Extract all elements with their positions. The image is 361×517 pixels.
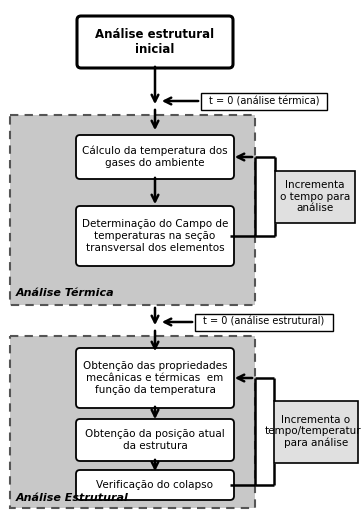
FancyBboxPatch shape [76,206,234,266]
Text: Incrementa o
tempo/temperatura
para análise: Incrementa o tempo/temperatura para anál… [265,415,361,448]
Text: Incrementa
o tempo para
análise: Incrementa o tempo para análise [280,180,350,213]
FancyBboxPatch shape [76,135,234,179]
Text: Determinação do Campo de
temperaturas na seção
transversal dos elementos: Determinação do Campo de temperaturas na… [82,219,228,253]
Text: Cálculo da temperatura dos
gases do ambiente: Cálculo da temperatura dos gases do ambi… [82,146,228,168]
FancyBboxPatch shape [274,401,358,463]
Text: t = 0 (análise térmica): t = 0 (análise térmica) [209,96,319,106]
FancyBboxPatch shape [201,93,327,110]
FancyBboxPatch shape [76,470,234,500]
FancyBboxPatch shape [77,16,233,68]
Text: t = 0 (análise estrutural): t = 0 (análise estrutural) [203,317,325,327]
Text: Verificação do colapso: Verificação do colapso [96,480,213,490]
FancyBboxPatch shape [76,348,234,408]
Text: Análise Térmica: Análise Térmica [16,288,115,298]
FancyBboxPatch shape [195,313,333,330]
FancyBboxPatch shape [275,171,355,222]
Text: Análise Estrutural: Análise Estrutural [16,493,129,503]
FancyBboxPatch shape [10,115,255,305]
FancyBboxPatch shape [10,336,255,508]
Text: Obtenção da posição atual
da estrutura: Obtenção da posição atual da estrutura [85,429,225,451]
Text: Análise estrutural
inicial: Análise estrutural inicial [95,28,214,56]
Text: Obtenção das propriedades
mecânicas e térmicas  em
função da temperatura: Obtenção das propriedades mecânicas e té… [83,361,227,394]
FancyBboxPatch shape [76,419,234,461]
